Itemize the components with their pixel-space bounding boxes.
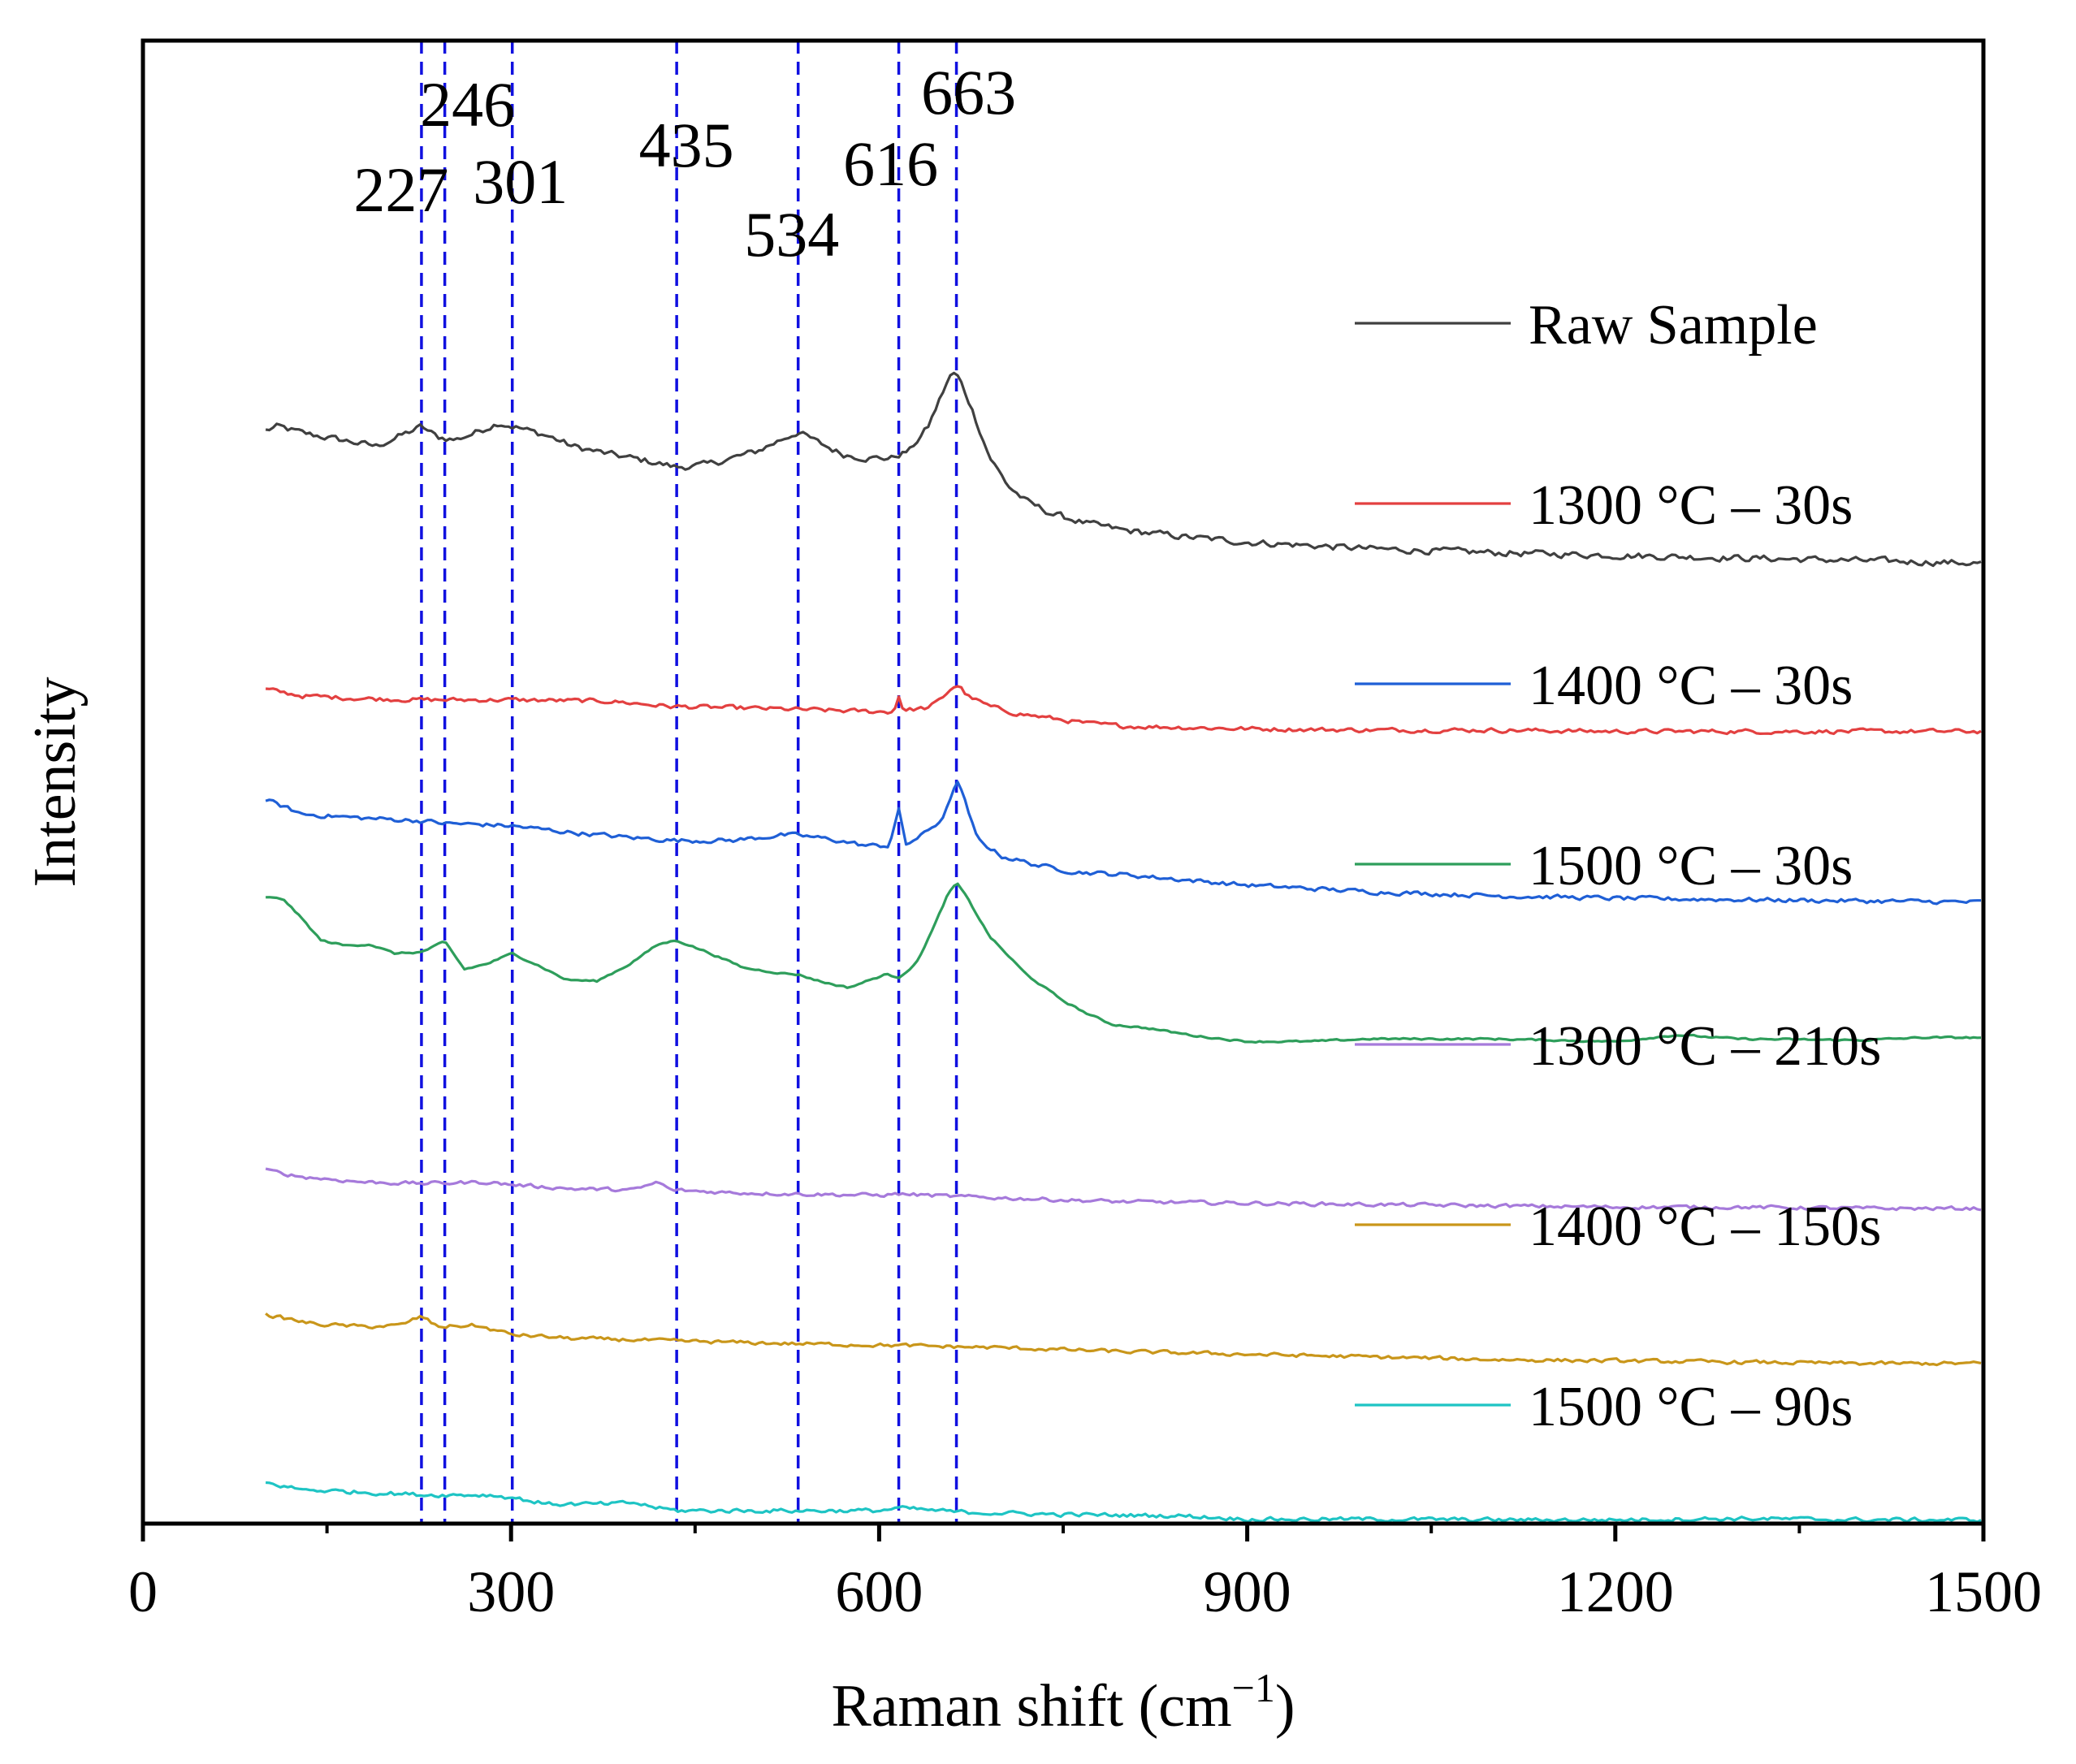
legend-label-3: 1400 °C – 30s [1529, 655, 1853, 717]
x-tick-label: 600 [835, 1559, 923, 1624]
peak-label-227: 227 [353, 154, 448, 225]
series-line-5 [265, 1167, 1982, 1212]
x-tick-label: 1200 [1557, 1559, 1674, 1624]
legend-label-5: 1300 °C – 210s [1529, 1015, 1881, 1078]
peak-label-616: 616 [843, 128, 938, 199]
peak-label-246: 246 [420, 69, 515, 140]
plot-frame [141, 38, 1986, 1526]
legend-label-7: 1500 °C – 90s [1529, 1376, 1853, 1438]
series-line-2 [265, 685, 1982, 736]
series-line-6 [265, 1312, 1982, 1367]
legend-label-6: 1400 °C – 150s [1529, 1195, 1881, 1258]
x-tick-label: 900 [1204, 1559, 1291, 1624]
peak-label-663: 663 [921, 57, 1016, 128]
peak-label-301: 301 [473, 146, 568, 217]
x-axis-title: Raman shift (cm−1) [831, 1665, 1295, 1740]
x-axis-title-superscript: −1 [1232, 1665, 1275, 1710]
series-group [265, 371, 1982, 1524]
peak-label-435: 435 [639, 110, 734, 180]
peak-lines [420, 41, 958, 1524]
series-line-3 [265, 780, 1981, 906]
y-axis-title: Intensity [22, 677, 89, 888]
series-line-4 [266, 882, 1982, 1044]
legend-label-2: 1300 °C – 30s [1529, 474, 1853, 537]
x-tick-label: 0 [128, 1559, 158, 1624]
series-line-7 [265, 1481, 1982, 1524]
x-axis-ticks: 0 300 600 900 1200 1500 [128, 1524, 2042, 1624]
legend-label-4: 1500 °C – 30s [1529, 835, 1853, 897]
x-tick-label: 1500 [1925, 1559, 2042, 1624]
legend-label-1: Raw Sample [1529, 294, 1818, 357]
series-line-1 [265, 371, 1982, 568]
peak-label-534: 534 [744, 199, 839, 270]
legend: Raw Sample 1300 °C – 30s 1400 °C – 30s 1500… [1355, 294, 1881, 1438]
x-tick-label: 300 [467, 1559, 555, 1624]
